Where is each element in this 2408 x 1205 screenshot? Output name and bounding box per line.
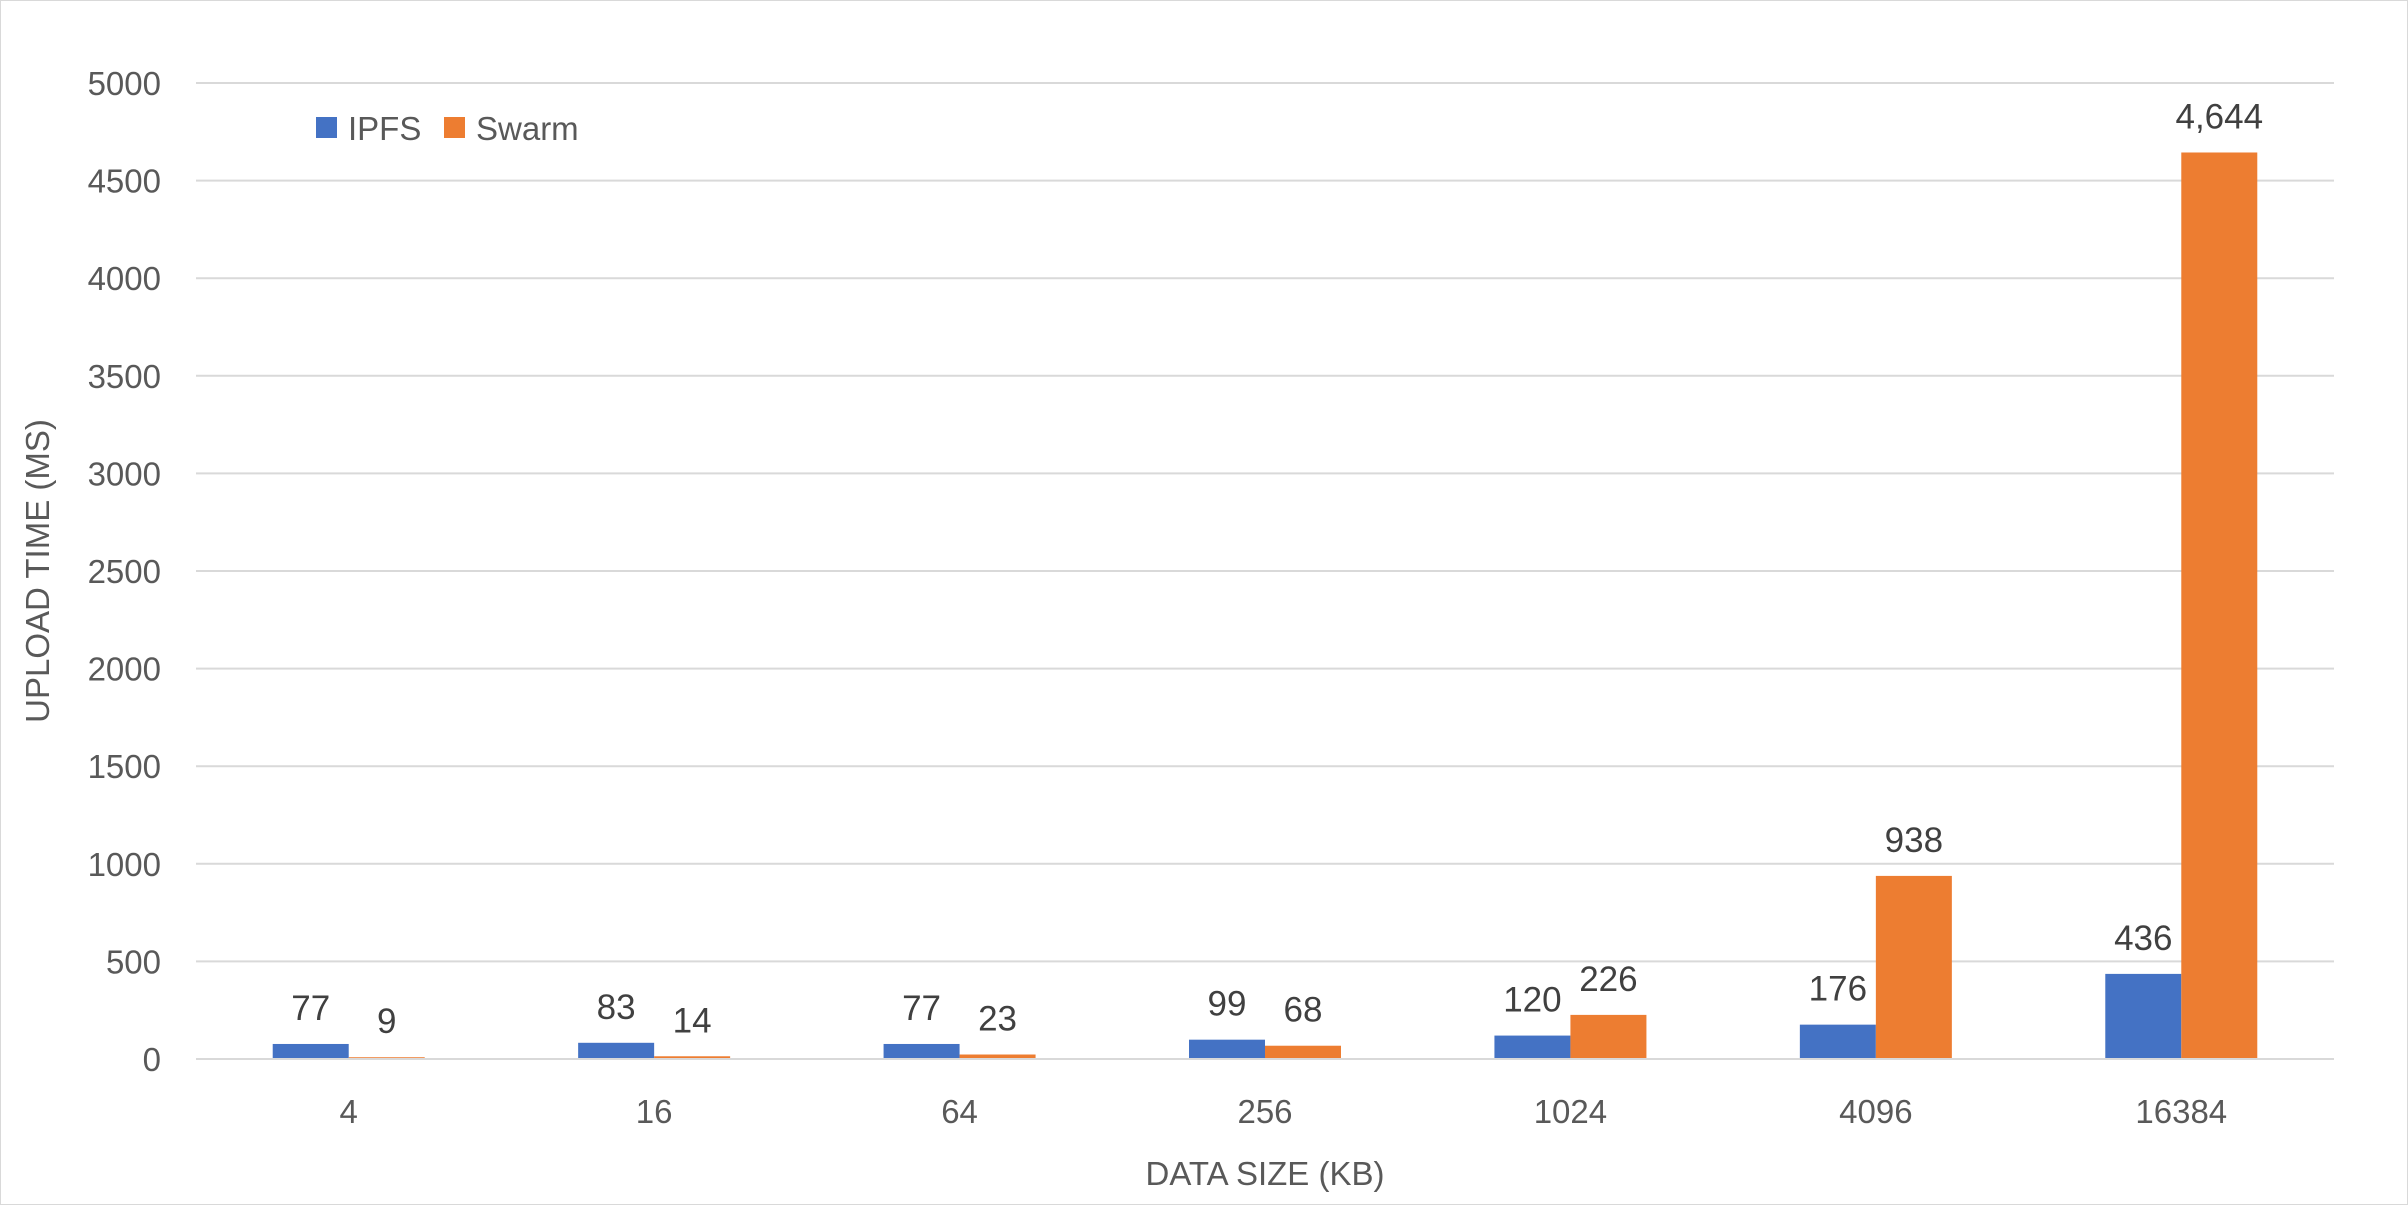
data-label-swarm-1024: 226 — [1579, 960, 1637, 999]
y-tick-label: 1000 — [88, 846, 161, 883]
bar-ipfs-16384 — [2105, 973, 2182, 1059]
bar-ipfs-1024 — [1494, 1035, 1571, 1059]
data-label-swarm-64: 23 — [978, 1000, 1017, 1039]
bar-swarm-16 — [654, 1056, 731, 1059]
y-axis-title: UPLOAD TIME (MS) — [19, 419, 56, 723]
bar-swarm-4096 — [1875, 875, 1952, 1059]
x-tick-label: 256 — [1237, 1093, 1292, 1130]
y-axis-ticks: 0 500 1000 1500 2000 2500 3000 3500 4000 4500 5000 — [88, 65, 161, 1078]
data-label-swarm-16: 14 — [673, 1001, 712, 1040]
data-label-swarm-4096: 938 — [1885, 821, 1943, 860]
legend-swatch-swarm — [444, 117, 465, 138]
bar-ipfs-256 — [1189, 1039, 1265, 1059]
data-label-ipfs-256: 99 — [1208, 985, 1247, 1024]
data-label-ipfs-4: 77 — [291, 989, 330, 1028]
bars — [272, 152, 2258, 1059]
data-label-swarm-4: 9 — [377, 1002, 396, 1041]
data-label-ipfs-16384: 436 — [2114, 919, 2172, 958]
data-label-ipfs-16: 83 — [597, 988, 636, 1027]
bar-ipfs-4096 — [1799, 1024, 1876, 1059]
bar-swarm-256 — [1265, 1045, 1341, 1059]
y-tick-label: 3000 — [88, 455, 161, 492]
y-tick-label: 2000 — [88, 651, 161, 688]
data-label-swarm-16384: 4,644 — [2175, 97, 2263, 136]
x-tick-label: 64 — [941, 1093, 978, 1130]
x-tick-label: 16 — [636, 1093, 673, 1130]
data-label-ipfs-1024: 120 — [1503, 981, 1561, 1020]
legend: IPFS Swarm — [316, 110, 579, 147]
x-tick-label: 4 — [340, 1093, 358, 1130]
gridlines — [196, 82, 2334, 963]
legend-label-ipfs: IPFS — [348, 110, 421, 147]
data-label-ipfs-4096: 176 — [1809, 970, 1867, 1009]
data-label-ipfs-64: 77 — [902, 989, 941, 1028]
y-tick-label: 4000 — [88, 260, 161, 297]
y-tick-label: 1500 — [88, 748, 161, 785]
bar-ipfs-4 — [272, 1043, 349, 1059]
legend-label-swarm: Swarm — [476, 110, 579, 147]
y-tick-label: 0 — [143, 1041, 161, 1078]
y-tick-label: 2500 — [88, 553, 161, 590]
y-tick-label: 500 — [106, 943, 161, 980]
x-tick-label: 16384 — [2135, 1093, 2227, 1130]
y-tick-label: 3500 — [88, 358, 161, 395]
legend-swatch-ipfs — [316, 117, 337, 138]
bar-swarm-64 — [959, 1054, 1036, 1059]
x-axis-title: DATA SIZE (KB) — [1146, 1155, 1385, 1192]
x-tick-label: 4096 — [1839, 1093, 1912, 1130]
x-tick-label: 1024 — [1534, 1093, 1607, 1130]
bar-swarm-1024 — [1570, 1014, 1647, 1059]
data-label-swarm-256: 68 — [1284, 991, 1323, 1030]
x-axis-ticks: 4 16 64 256 1024 4096 16384 — [340, 1093, 2228, 1130]
bar-ipfs-64 — [883, 1043, 960, 1059]
bar-ipfs-16 — [578, 1042, 655, 1059]
bar-swarm-16384 — [2181, 152, 2258, 1059]
y-tick-label: 4500 — [88, 163, 161, 200]
y-tick-label: 5000 — [88, 65, 161, 102]
data-labels: 77 9 83 14 77 23 99 68 120 226 176 938 436 4,644 — [291, 97, 2263, 1041]
